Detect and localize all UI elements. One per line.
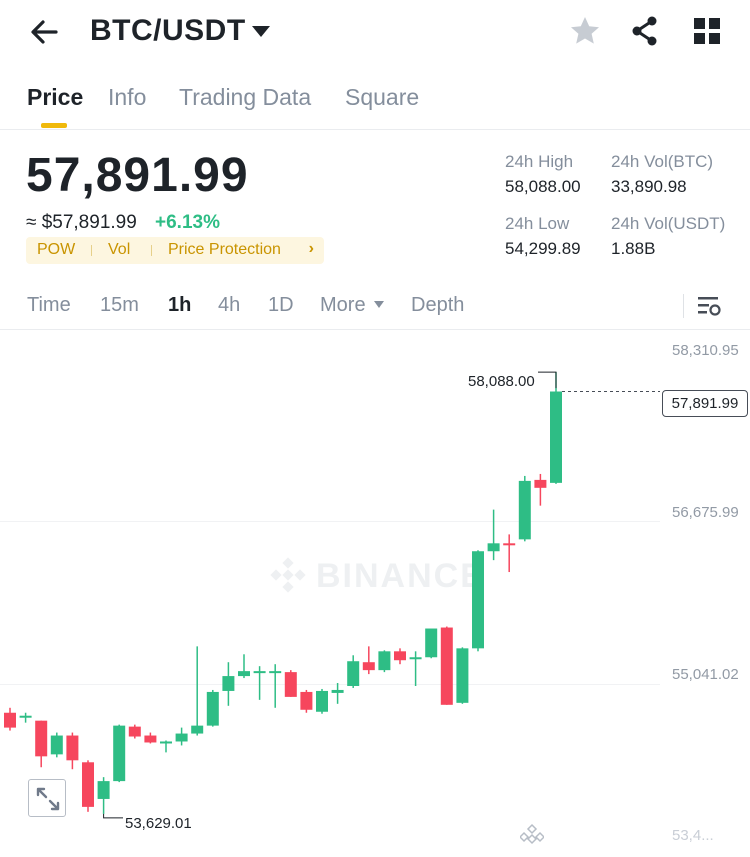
tag-bar[interactable]: POW Vol Price Protection › [26,237,324,264]
active-tab-indicator [41,123,67,128]
stat-low-value: 54,299.89 [505,239,581,258]
candle-down [394,651,406,661]
expand-icon [36,787,60,811]
stat-high-label: 24h High [505,152,574,171]
interval-15m[interactable]: 15m [100,294,139,316]
stat-low-label: 24h Low [505,214,570,233]
stat-vol-btc-label: 24h Vol(BTC) [611,152,714,171]
candle-up [347,661,360,686]
current-price-tag: 57,891.99 [662,390,748,417]
low-marker-label: 53,629.01 [125,815,192,832]
candle-up [206,691,219,726]
chevron-down-icon[interactable] [252,26,270,37]
interval-time[interactable]: Time [27,294,71,316]
interval-1h[interactable]: 1h [168,294,192,316]
candle-up [316,690,328,712]
candle-up [113,725,126,782]
high-marker-line [538,371,557,389]
gridline [0,684,660,685]
price-change-percent: +6.13% [155,212,220,233]
candle-up [518,480,531,540]
interval-1d[interactable]: 1D [268,294,294,316]
candle-up [487,543,500,552]
y-tick-label: 56,675.99 [672,504,739,521]
tab-price[interactable]: Price [27,84,84,110]
candle-up [409,657,422,660]
candle-down [144,735,157,743]
chevron-right-icon[interactable]: › [308,240,314,257]
interval-bar: Time 15m 1h 4h 1D More Depth [0,282,750,330]
candle-down [300,691,313,710]
candle-up [175,733,188,742]
tag-pow[interactable]: POW [37,241,76,258]
candle-up [222,676,235,691]
candle-down [503,543,516,546]
y-tick-label: 58,310.95 [672,342,739,359]
candle-up [253,671,266,674]
candle-up [50,735,63,755]
y-tick-label: 55,041.02 [672,666,739,683]
candle-down [82,762,94,807]
candle-up [97,781,110,799]
fullscreen-button[interactable] [28,779,66,817]
arrow-left-icon[interactable] [26,14,62,50]
candle-down [284,672,297,697]
pair-title[interactable]: BTC/USDT [90,14,246,47]
candle-down [66,735,79,761]
candle-down [35,720,48,757]
grid-icon[interactable] [690,14,724,48]
candles-layer [4,371,660,819]
top-bar: BTC/USDT [0,0,750,64]
price-chart[interactable]: BINANCE 58,310.95 56,675.99 55,041.02 57… [0,331,750,857]
chart-settings-icon[interactable] [696,293,722,319]
interval-4h[interactable]: 4h [218,294,241,316]
gridline [0,521,660,522]
stat-vol-usdt-value: 1.88B [611,239,656,258]
high-marker-label: 58,088.00 [468,373,535,390]
candle-up [378,651,391,671]
candle-up [238,671,250,677]
approx-usd-price: ≈ $57,891.99 [26,212,137,233]
tab-trading-data[interactable]: Trading Data [179,84,312,110]
stat-vol-usdt-label: 24h Vol(USDT) [611,214,726,233]
tab-square[interactable]: Square [345,84,420,110]
low-marker-line [103,813,123,819]
candle-down [4,712,16,728]
tag-vol[interactable]: Vol [108,241,131,258]
interval-depth[interactable]: Depth [411,294,465,316]
divider [91,245,92,256]
star-icon[interactable] [568,14,602,48]
divider [683,294,684,318]
binance-square-icon [520,823,544,845]
candle-down [534,479,547,488]
candle-up [269,671,282,674]
caret-down-icon[interactable] [374,301,384,308]
candle-up [160,741,172,744]
tab-info[interactable]: Info [108,84,147,110]
candle-up [425,628,438,658]
candle-down [362,662,375,671]
divider [151,245,152,256]
share-icon[interactable] [628,14,662,48]
candle-up [331,689,344,693]
candle-up [19,715,32,718]
stat-vol-btc-value: 33,890.98 [611,177,687,196]
interval-more[interactable]: More [320,294,366,316]
candle-up [550,391,562,483]
candle-up [456,648,469,703]
candle-up [191,725,204,734]
stat-high-value: 58,088.00 [505,177,581,196]
y-tick-label-partial: 53,4... [672,827,714,844]
tab-bar: Price Info Trading Data Square [0,78,750,130]
candle-down [440,627,453,705]
chart-watermark: BINANCE [316,557,485,595]
last-price: 57,891.99 [26,149,249,202]
candle-up [472,551,484,649]
binance-logo-watermark [270,557,306,593]
tag-price-protection[interactable]: Price Protection [168,241,281,258]
candle-down [128,726,141,737]
